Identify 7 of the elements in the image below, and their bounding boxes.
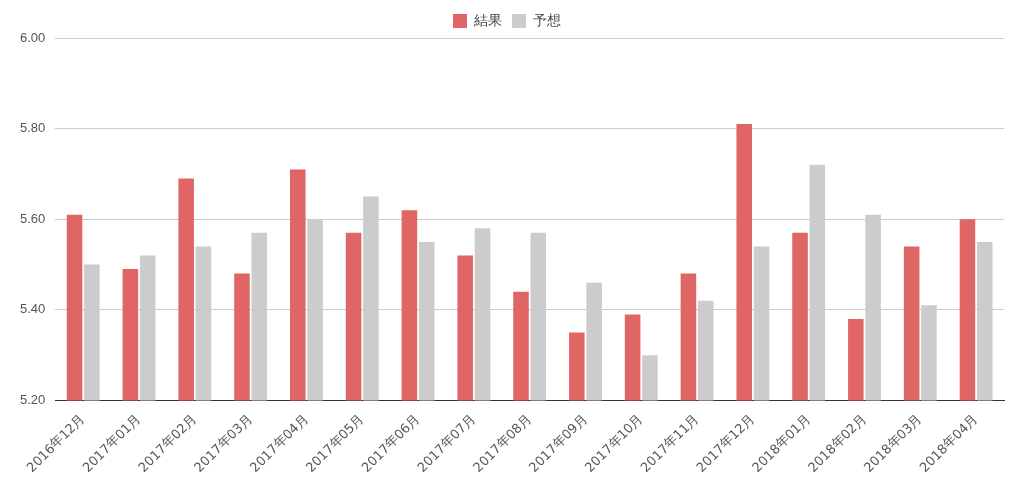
y-tick-label: 5.80 [19, 120, 46, 136]
y-tick-label: 5.60 [19, 210, 46, 226]
y-tick-label: 5.40 [19, 301, 46, 317]
legend-label: 予想 [533, 11, 561, 28]
legend-label: 結果 [473, 11, 502, 28]
y-tick-label: 5.20 [19, 392, 46, 408]
y-tick-label: 6.00 [19, 29, 46, 45]
